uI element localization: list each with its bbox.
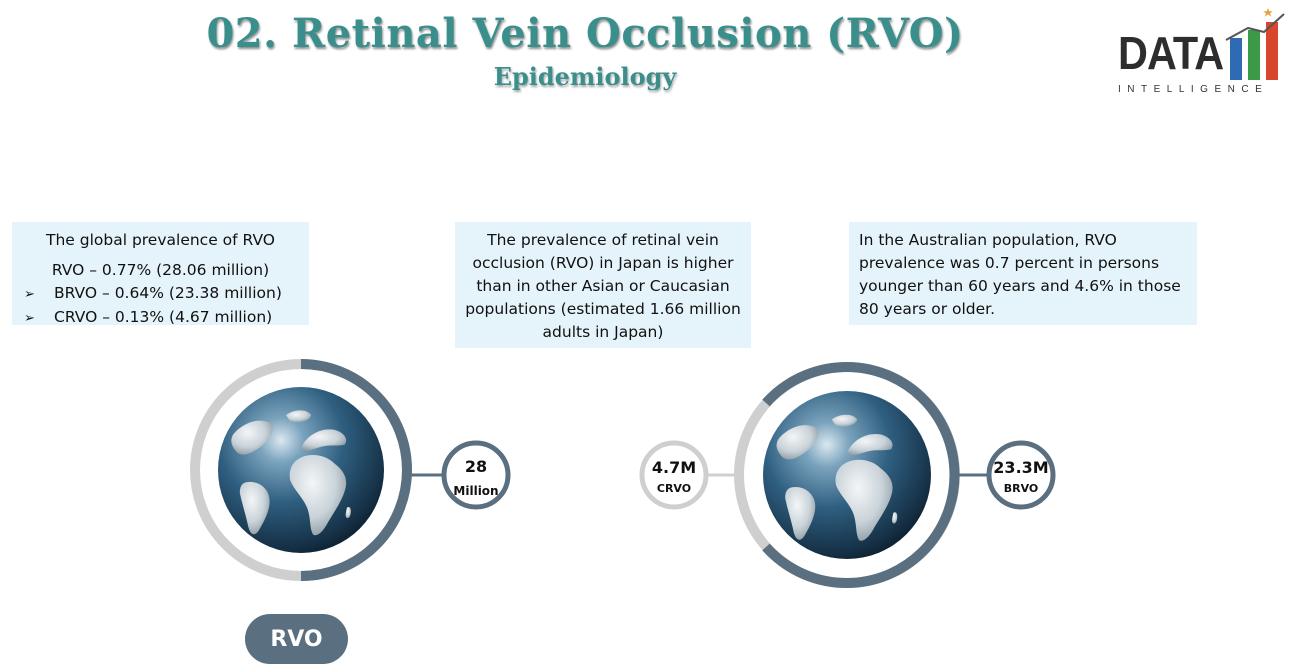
- left-value-circle: [441, 440, 511, 510]
- data-intelligence-logo: DATA INTELLIGENCE: [1112, 2, 1287, 98]
- global-prevalence-line2: RVO – 0.77% (28.06 million): [51, 261, 270, 279]
- global-prevalence-box: The global prevalence of RVO RVO – 0.77%…: [12, 222, 309, 326]
- right-ring-dark: [762, 362, 960, 588]
- left-value: 28: [464, 457, 488, 476]
- brvo-value: 23.3M: [993, 458, 1049, 477]
- crvo-label: CRVO: [656, 482, 692, 495]
- global-prevalence-line1: The global prevalence of RVO: [45, 231, 275, 249]
- crvo-value: 4.7M: [651, 458, 697, 477]
- rvo-label-pill: RVO: [245, 614, 348, 664]
- bullet-text: BRVO – 0.64% (23.38 million): [54, 284, 282, 302]
- bullet-text: CRVO – 0.13% (4.67 million): [54, 308, 273, 326]
- page-title: 02. Retinal Vein Occlusion (RVO): [206, 10, 964, 57]
- brvo-label: BRVO: [1003, 482, 1039, 495]
- japan-prevalence-box: The prevalence of retinal vein occlusion…: [455, 222, 751, 348]
- japan-prevalence-text: The prevalence of retinal vein occlusion…: [465, 231, 741, 341]
- left-unit: Million: [453, 484, 499, 498]
- list-item: ➢ BRVO – 0.64% (23.38 million): [12, 282, 309, 306]
- list-item: ➢ CRVO – 0.13% (4.67 million): [12, 306, 309, 330]
- logo-subtext: INTELLIGENCE: [1118, 84, 1269, 95]
- page-subtitle: Epidemiology: [493, 62, 677, 91]
- logo-bars-icon: [1225, 8, 1285, 80]
- logo-text: DATA: [1118, 27, 1224, 79]
- crvo-value-circle: [639, 440, 709, 510]
- left-ring-dark: [300, 359, 412, 581]
- australia-prevalence-text: In the Australian population, RVO preval…: [859, 231, 1181, 318]
- australia-prevalence-box: In the Australian population, RVO preval…: [849, 222, 1197, 325]
- arrow-bullet-icon: ➢: [24, 287, 35, 302]
- arrow-bullet-icon: ➢: [24, 311, 35, 326]
- brvo-value-circle: [986, 440, 1056, 510]
